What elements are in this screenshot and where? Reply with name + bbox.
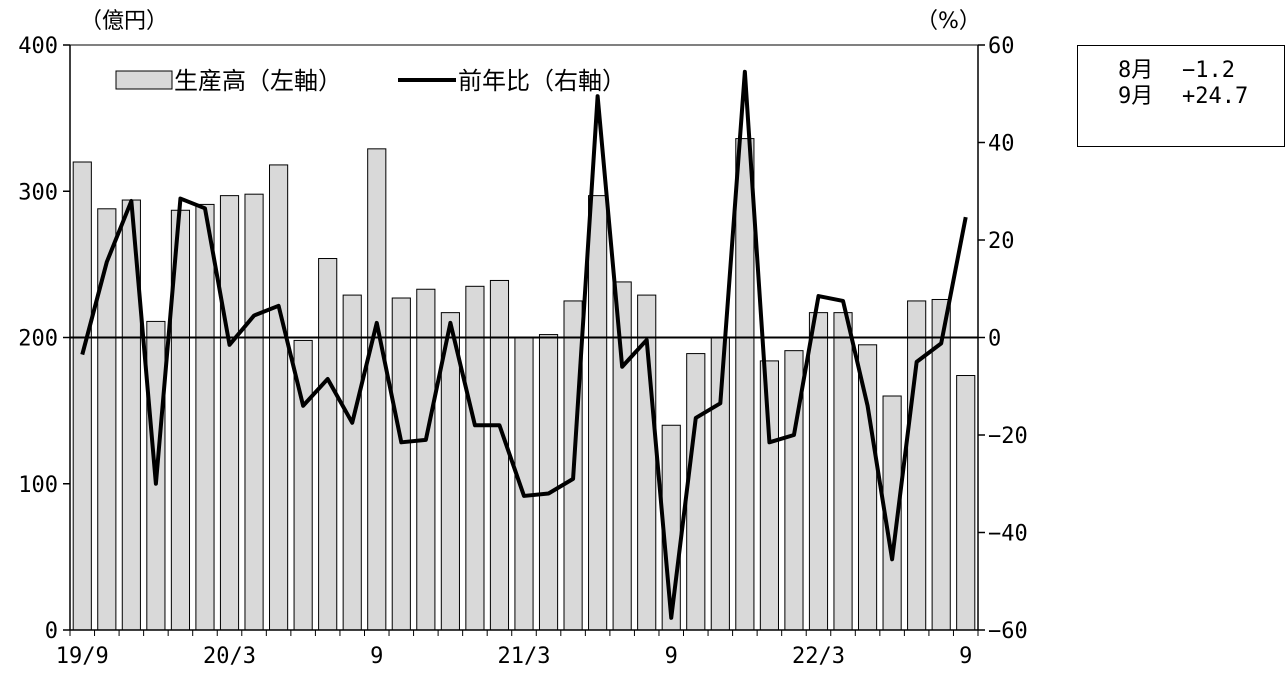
bar <box>342 294 362 631</box>
bar <box>244 193 264 631</box>
bar <box>907 300 927 631</box>
note-value: −1.2 <box>1182 58 1235 83</box>
yoy-line <box>80 69 968 620</box>
bar <box>72 161 92 631</box>
x-tick-label: 20/3 <box>203 644 256 669</box>
note-row-sep: 9月 +24.7 <box>1118 84 1284 110</box>
bar <box>514 337 534 631</box>
bar <box>735 138 755 631</box>
legend-line-label: 前年比（右軸） <box>458 67 626 95</box>
right-tick-label: −20 <box>988 424 1028 449</box>
left-tick-label: 300 <box>18 180 58 205</box>
left-unit-label: （億円） <box>80 9 168 34</box>
note-month: 8月 <box>1118 58 1154 83</box>
left-tick-label: 200 <box>18 327 58 352</box>
right-tick-label: 0 <box>988 327 1001 352</box>
note-value: +24.7 <box>1182 84 1249 109</box>
right-unit-label: （%） <box>916 9 981 34</box>
bar <box>219 195 240 631</box>
right-tick-label: −40 <box>988 522 1028 547</box>
bar <box>489 279 510 631</box>
bar <box>857 344 878 631</box>
x-tick-label: 19/9 <box>56 644 109 669</box>
left-tick-label: 0 <box>45 619 58 644</box>
bar <box>367 148 387 631</box>
bar <box>686 353 706 631</box>
right-tick-label: 60 <box>988 34 1015 59</box>
bar-series <box>72 138 976 631</box>
x-tick-label: 9 <box>370 644 383 669</box>
x-tick-label: 21/3 <box>498 644 551 669</box>
x-tick-label: 9 <box>665 644 678 669</box>
bar <box>318 258 338 631</box>
note-row-aug: 8月 −1.2 <box>1118 58 1284 84</box>
bar <box>956 375 976 631</box>
bar <box>759 360 779 631</box>
legend-bar-label: 生産高（左軸） <box>174 67 342 95</box>
line-series <box>80 69 968 620</box>
legend: 生産高（左軸） 前年比（右軸） <box>115 67 626 95</box>
bar <box>833 312 853 631</box>
bar <box>588 195 608 631</box>
x-tick-label: 9 <box>959 644 972 669</box>
bar <box>391 297 411 631</box>
right-tick-label: 40 <box>988 132 1015 157</box>
latest-values-box: 8月 −1.2 9月 +24.7 <box>1077 45 1285 147</box>
bar <box>538 334 559 631</box>
left-tick-label: 400 <box>18 34 58 59</box>
right-tick-label: 20 <box>988 229 1015 254</box>
left-tick-label: 100 <box>18 473 58 498</box>
bar <box>416 288 436 631</box>
legend-bar-swatch <box>115 70 173 90</box>
note-month: 9月 <box>1118 84 1154 109</box>
bar <box>195 203 215 631</box>
right-tick-label: −60 <box>988 619 1028 644</box>
bar <box>808 312 829 631</box>
bar <box>612 281 632 631</box>
bar <box>97 208 117 631</box>
x-tick-label: 22/3 <box>792 644 845 669</box>
bar <box>269 164 289 631</box>
